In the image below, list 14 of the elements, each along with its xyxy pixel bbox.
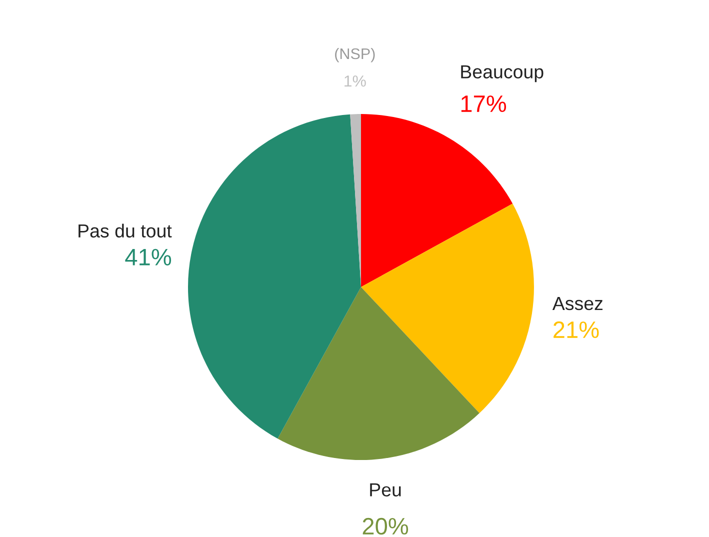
slice-label: Pas du tout bbox=[78, 224, 172, 238]
pie-slice bbox=[361, 204, 534, 414]
pie-slice bbox=[188, 114, 361, 439]
slice-label: Assez bbox=[552, 297, 602, 310]
pie-slice bbox=[361, 114, 513, 287]
pie-slice bbox=[278, 287, 480, 460]
data-label: 20% bbox=[362, 518, 408, 535]
data-label: 1% bbox=[344, 75, 366, 87]
slice-label: (NSP) bbox=[335, 48, 375, 62]
data-label: 41% bbox=[125, 248, 172, 266]
slice-label: Peu bbox=[370, 483, 401, 496]
data-label: 21% bbox=[554, 321, 599, 338]
slice-label: Beaucoup bbox=[461, 65, 544, 82]
data-label: 17% bbox=[461, 95, 506, 112]
